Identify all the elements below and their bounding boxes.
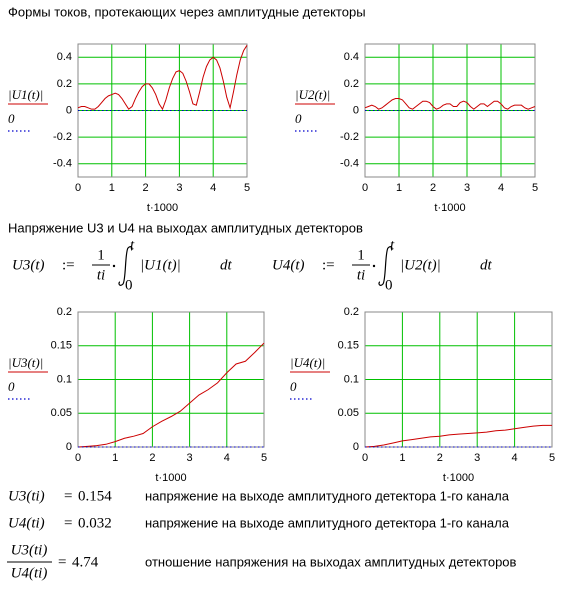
x-tick-label: 1 [112,452,118,464]
integrand: |U2(t)| [400,257,441,273]
x-tick-label: 2 [437,452,443,464]
y-tick-label: 0.4 [344,51,359,63]
legend-label: 0 [8,111,15,126]
y-tick-label: 0.2 [344,78,359,90]
series-line [77,45,248,111]
legend-label: 0 [290,379,297,394]
formula-assign: := [62,257,75,273]
y-tick-label: -0.4 [340,158,359,170]
y-tick-label: 0.05 [51,407,72,419]
legend-label: 0 [8,379,15,394]
y-tick-label: -0.4 [53,158,72,170]
legend-label: |U4(t)| [290,355,325,370]
y-tick-label: 0.1 [344,373,359,385]
series-line [364,424,552,448]
x-tick-label: 4 [224,452,230,464]
x-tick-label: 0 [362,182,368,194]
ratio-eq: = [58,554,66,570]
result-eq: = [64,488,72,504]
result-eq: = [64,515,72,531]
y-tick-label: 0.15 [51,340,72,352]
heading: Формы токов, протекающих через амплитудн… [8,4,366,19]
legend-label: |U3(t)| [8,355,43,370]
x-tick-label: 3 [187,452,193,464]
x-tick-label: 1 [399,452,405,464]
differential: dt [220,257,233,273]
x-tick-label: 2 [430,182,436,194]
formula-assign: := [322,257,335,273]
y-tick-label: 0 [353,104,359,116]
heading: Напряжение U3 и U4 на выходах амплитудны… [8,220,363,235]
integral-sign [378,246,393,286]
x-axis-label: t·1000 [147,202,178,214]
y-tick-label: 0 [66,441,72,453]
ratio-den: U4(ti) [11,565,48,581]
result-note: напряжение на выходе амплитудного детект… [145,488,510,503]
x-tick-label: 0 [75,452,81,464]
multiply-dot [372,264,376,268]
x-tick-label: 2 [143,182,149,194]
fraction-num: 1 [97,247,105,263]
fraction-den: ti [97,267,105,283]
x-tick-label: 0 [75,182,81,194]
x-axis-label: t·1000 [434,202,465,214]
integral-upper: t [390,237,395,253]
legend-label: |U2(t)| [295,87,330,102]
y-tick-label: -0.2 [53,131,72,143]
result-value: 0.154 [78,488,112,504]
x-tick-label: 4 [498,182,504,194]
x-tick-label: 5 [261,452,267,464]
formula-lhs: U3(t) [12,257,45,273]
series-line [77,342,265,448]
x-tick-label: 5 [244,182,250,194]
y-tick-label: 0.15 [338,340,359,352]
ratio-num: U3(ti) [11,542,48,558]
fraction-den: ti [357,267,365,283]
x-tick-label: 5 [549,452,555,464]
result-note: напряжение на выходе амплитудного детект… [145,515,510,530]
ratio-value: 4.74 [72,554,99,570]
result-value: 0.032 [78,515,112,531]
integral-sign [118,246,133,286]
x-axis-label: t·1000 [155,472,186,484]
y-tick-label: 0.4 [57,51,72,63]
y-tick-label: 0.2 [57,78,72,90]
y-tick-label: 0 [353,441,359,453]
multiply-dot [112,264,116,268]
formula-lhs: U4(t) [272,257,305,273]
y-tick-label: 0.1 [57,373,72,385]
y-tick-label: 0.2 [57,306,72,318]
result-lhs: U3(ti) [8,488,45,504]
legend-label: |U1(t)| [8,87,43,102]
x-tick-label: 3 [176,182,182,194]
fraction-num: 1 [357,247,365,263]
x-tick-label: 3 [464,182,470,194]
differential: dt [480,257,493,273]
y-tick-label: 0.2 [344,306,359,318]
x-tick-label: 4 [512,452,518,464]
x-tick-label: 1 [109,182,115,194]
x-tick-label: 3 [474,452,480,464]
x-tick-label: 2 [149,452,155,464]
x-tick-label: 0 [362,452,368,464]
legend-label: 0 [295,111,302,126]
x-tick-label: 4 [210,182,216,194]
x-axis-label: t·1000 [443,472,474,484]
x-tick-label: 5 [532,182,538,194]
integrand: |U1(t)| [140,257,181,273]
x-tick-label: 1 [396,182,402,194]
series-line [364,98,536,110]
y-tick-label: 0 [66,104,72,116]
y-tick-label: -0.2 [340,131,359,143]
result-lhs: U4(ti) [8,515,45,531]
integral-lower: 0 [125,277,133,293]
integral-lower: 0 [385,277,393,293]
integral-upper: t [130,237,135,253]
ratio-note: отношение напряжения на выходах амплитуд… [145,554,517,569]
y-tick-label: 0.05 [338,407,359,419]
